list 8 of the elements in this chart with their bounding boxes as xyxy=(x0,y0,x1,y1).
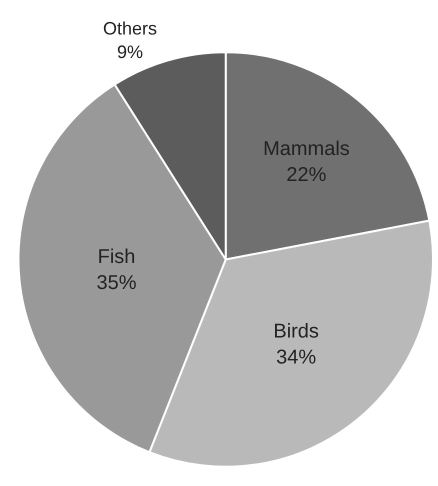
slice-label: Birds xyxy=(273,320,319,343)
slice-label: Others xyxy=(103,18,158,39)
data-label: 34% xyxy=(276,346,316,369)
data-label: 9% xyxy=(117,42,144,62)
data-label: 35% xyxy=(96,272,137,294)
slice-label: Mammals xyxy=(263,138,350,160)
slice-label: Fish xyxy=(98,246,136,268)
data-label: 22% xyxy=(286,164,327,186)
